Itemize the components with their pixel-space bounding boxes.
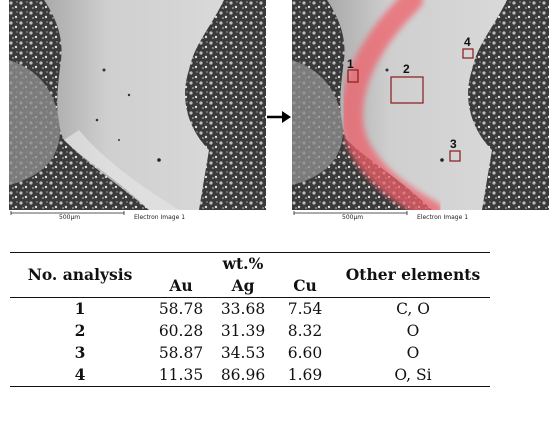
sem-micrograph-left: 500µm Electron Image 1 <box>9 0 266 222</box>
scale-bar-label-left: 500µm <box>59 214 80 221</box>
cell-au: 11.35 <box>150 364 212 387</box>
enriched-layer-highlight <box>340 0 443 222</box>
header-au: Au <box>169 276 193 295</box>
right-arrow-icon <box>267 111 291 123</box>
table-header-row-1: No. analysis wt.% Other elements <box>10 252 490 298</box>
cell-no: 1 <box>10 297 150 320</box>
region-box-4 <box>462 48 474 59</box>
table-row: 2 60.28 31.39 8.32 O <box>10 320 490 342</box>
cell-ag: 31.39 <box>220 322 266 340</box>
header-cu: Cu <box>293 276 317 295</box>
sem-image-left: 500µm Electron Image 1 <box>9 0 266 222</box>
table-row: 4 11.35 86.96 1.69 O, Si <box>10 364 490 387</box>
sem-image-right: 1 2 3 4 500µm Electron Image 1 <box>292 0 549 222</box>
cell-other: O <box>406 322 420 340</box>
cell-other: O, Si <box>336 364 490 387</box>
cell-ag: 33.68 <box>212 297 274 320</box>
header-other-elements: Other elements <box>336 252 490 298</box>
header-no-analysis: No. analysis <box>10 252 150 298</box>
cell-ag: 86.96 <box>212 364 274 387</box>
cell-no: 3 <box>74 343 86 362</box>
cell-other: C, O <box>336 297 490 320</box>
image-caption-left: Electron Image 1 <box>134 214 185 221</box>
region-label-3: 3 <box>450 137 457 151</box>
header-wt-percent: wt.% <box>150 252 336 275</box>
cell-no: 4 <box>10 364 150 387</box>
region-label-2: 2 <box>403 62 410 76</box>
region-label-4: 4 <box>464 35 471 49</box>
scale-bar-label-right: 500µm <box>342 214 363 221</box>
cell-au: 60.28 <box>158 322 204 340</box>
header-ag: Ag <box>231 276 255 295</box>
table-header-row-2: Au Ag Cu <box>10 275 490 298</box>
image-caption-right: Electron Image 1 <box>417 214 468 221</box>
cell-cu: 1.69 <box>274 364 336 387</box>
cell-ag: 34.53 <box>220 344 266 362</box>
cell-cu: 8.32 <box>287 322 323 340</box>
table-row: 3 58.87 34.53 6.60 O <box>10 342 490 364</box>
region-box-2 <box>390 76 424 104</box>
region-label-1: 1 <box>347 57 354 71</box>
cell-au: 58.87 <box>158 344 204 362</box>
composition-table: No. analysis wt.% Other elements Au Ag C… <box>10 252 490 387</box>
table-row: 1 58.78 33.68 7.54 C, O <box>10 297 490 320</box>
cell-no: 2 <box>74 321 86 340</box>
sem-micrograph-right: 1 2 3 4 500µm Electron Image 1 <box>292 0 549 222</box>
region-box-3 <box>449 150 461 162</box>
cell-au: 58.78 <box>150 297 212 320</box>
cell-cu: 7.54 <box>274 297 336 320</box>
cell-cu: 6.60 <box>287 344 323 362</box>
cell-other: O <box>406 344 420 362</box>
region-box-1 <box>347 69 359 83</box>
